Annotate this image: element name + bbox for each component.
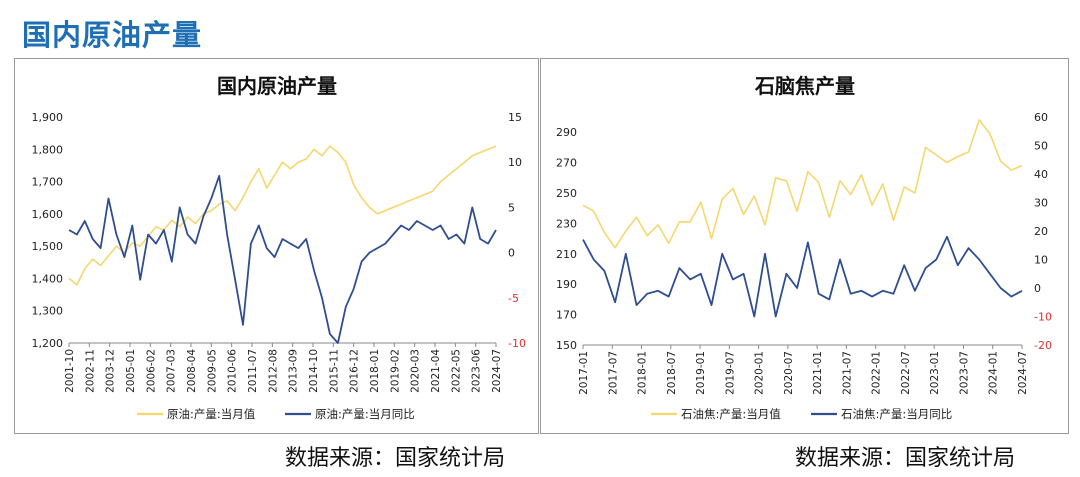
x-axis-tick-label: 2022-01 xyxy=(871,351,883,395)
left-axis-tick-label: 1,900 xyxy=(32,111,64,124)
x-axis-tick-label: 2013-09 xyxy=(288,349,300,393)
right-axis-tick-label: 0 xyxy=(508,247,515,260)
x-axis-tick-label: 2002-11 xyxy=(84,349,96,393)
x-axis-tick-label: 2001-10 xyxy=(64,349,76,393)
data-source-right: 数据来源：国家统计局 xyxy=(795,446,1016,471)
x-axis-tick-label: 2023-01 xyxy=(929,351,941,395)
right-axis-tick-label: 0 xyxy=(1034,282,1041,295)
x-axis-tick-label: 2020-07 xyxy=(783,351,795,395)
left-axis-tick-label: 150 xyxy=(556,339,577,352)
x-axis-tick-label: 2008-04 xyxy=(186,349,198,393)
x-axis-tick-label: 2021-07 xyxy=(841,351,853,395)
right-axis-tick-label: 60 xyxy=(1034,111,1048,124)
x-axis-tick-label: 2023-07 xyxy=(958,351,970,395)
left-axis-tick-label: 210 xyxy=(556,248,577,261)
x-axis-tick-label: 2017-07 xyxy=(607,351,619,395)
chart-title: 石脑焦产量 xyxy=(754,74,855,98)
left-axis-tick-label: 1,300 xyxy=(32,305,64,318)
left-axis-tick-label: 290 xyxy=(556,126,577,139)
series-line-value xyxy=(582,119,1023,249)
x-axis-tick-label: 2021-04 xyxy=(430,349,442,393)
legend-label: 原油:产量:当月值 xyxy=(167,407,256,421)
right-axis-tick-label: 10 xyxy=(1034,254,1048,267)
x-axis-tick-label: 2003-12 xyxy=(105,349,117,393)
right-axis-tick-label: 10 xyxy=(508,156,522,169)
x-axis-tick-label: 2020-03 xyxy=(410,349,422,393)
right-axis-tick-label: -10 xyxy=(508,337,526,350)
x-axis-tick-label: 2010-06 xyxy=(227,349,239,393)
x-axis-tick-label: 2016-12 xyxy=(349,349,361,393)
left-axis-tick-label: 1,800 xyxy=(32,143,64,156)
legend-label: 原油:产量:当月同比 xyxy=(315,407,415,421)
series-line-yoy xyxy=(68,174,497,344)
x-axis-tick-label: 2018-01 xyxy=(369,349,381,393)
x-axis-tick-label: 2019-07 xyxy=(724,351,736,395)
x-axis-tick-label: 2017-01 xyxy=(578,351,590,395)
right-axis-tick-label: 50 xyxy=(1034,140,1048,153)
left-axis-tick-label: 270 xyxy=(556,157,577,170)
left-axis-tick-label: 1,500 xyxy=(32,240,64,253)
left-axis-tick-label: 1,200 xyxy=(32,337,64,350)
x-axis-tick-label: 2022-07 xyxy=(900,351,912,395)
series-line-value xyxy=(68,145,497,286)
x-axis-tick-label: 2019-02 xyxy=(389,349,401,393)
x-axis-tick-label: 2005-01 xyxy=(125,349,137,393)
x-axis-tick-label: 2024-01 xyxy=(988,351,1000,395)
right-axis-tick-label: 30 xyxy=(1034,197,1048,210)
crude-oil-chart-panel: 国内原油产量 1,200 1,300 1,400 1,500 1,600 1,700 1,80… xyxy=(14,58,539,434)
x-axis-tick-label: 2024-07 xyxy=(1017,351,1029,395)
x-axis-tick-label: 2021-01 xyxy=(812,351,824,395)
x-axis-tick-label: 2014-10 xyxy=(308,349,320,393)
crude-oil-chart: 国内原油产量 1,200 1,300 1,400 1,500 1,600 1,700 1,80… xyxy=(32,74,526,421)
x-axis-tick-label: 2020-01 xyxy=(754,351,766,395)
x-axis-tick-label: 2023-06 xyxy=(471,349,483,393)
right-axis-tick-label: -20 xyxy=(1034,339,1052,352)
x-axis-tick-label: 2022-05 xyxy=(450,349,462,393)
x-axis-tick-label: 2018-01 xyxy=(637,351,649,395)
petroleum-coke-chart: 石脑焦产量 150 170 190 210 230 250 270 290 -20 -10 0 10 20… xyxy=(556,74,1052,421)
left-axis-tick-label: 170 xyxy=(556,309,577,322)
right-axis-tick-label: -10 xyxy=(1034,311,1052,324)
right-axis-tick-label: 15 xyxy=(508,111,522,124)
right-axis-tick-label: 20 xyxy=(1034,225,1048,238)
right-axis-tick-label: 5 xyxy=(508,201,515,214)
petroleum-coke-chart-panel: 石脑焦产量 150 170 190 210 230 250 270 290 -20 -10 0 10 20… xyxy=(540,58,1069,434)
left-axis-tick-label: 250 xyxy=(556,187,577,200)
left-axis-tick-label: 1,400 xyxy=(32,272,64,285)
x-axis-tick-label: 2015-11 xyxy=(328,349,340,393)
series-line-yoy xyxy=(582,235,1023,318)
left-axis-tick-label: 1,700 xyxy=(32,176,64,189)
page-title: 国内原油产量 xyxy=(22,18,203,52)
x-axis-tick-label: 2018-07 xyxy=(666,351,678,395)
x-axis-tick-label: 2011-07 xyxy=(247,349,259,393)
legend-label: 石油焦:产量:当月同比 xyxy=(841,407,952,421)
x-axis-tick-label: 2019-01 xyxy=(695,351,707,395)
right-axis-tick-label: 40 xyxy=(1034,168,1048,181)
data-source-left: 数据来源：国家统计局 xyxy=(285,446,506,471)
left-axis-tick-label: 1,600 xyxy=(32,208,64,221)
chart-title: 国内原油产量 xyxy=(217,74,337,98)
x-axis-tick-label: 2006-02 xyxy=(145,349,157,393)
left-axis-tick-label: 190 xyxy=(556,278,577,291)
x-axis-tick-label: 2012-08 xyxy=(267,349,279,393)
right-axis-tick-label: -5 xyxy=(508,292,519,305)
legend-label: 石油焦:产量:当月值 xyxy=(681,407,781,421)
x-axis-tick-label: 2009-05 xyxy=(206,349,218,393)
x-axis-tick-label: 2007-03 xyxy=(166,349,178,393)
left-axis-tick-label: 230 xyxy=(556,217,577,230)
x-axis-tick-label: 2024-07 xyxy=(491,349,503,393)
